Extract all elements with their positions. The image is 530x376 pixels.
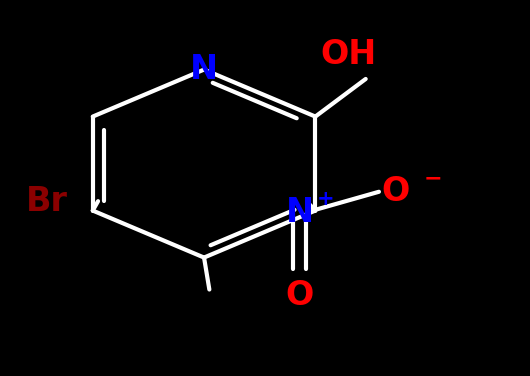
- Text: N: N: [285, 196, 314, 229]
- Text: +: +: [316, 189, 334, 209]
- Text: N: N: [190, 53, 218, 86]
- Text: −: −: [424, 168, 443, 189]
- Text: OH: OH: [321, 38, 377, 71]
- Text: O: O: [285, 279, 314, 312]
- Text: O: O: [382, 175, 410, 208]
- Text: Br: Br: [25, 185, 67, 218]
